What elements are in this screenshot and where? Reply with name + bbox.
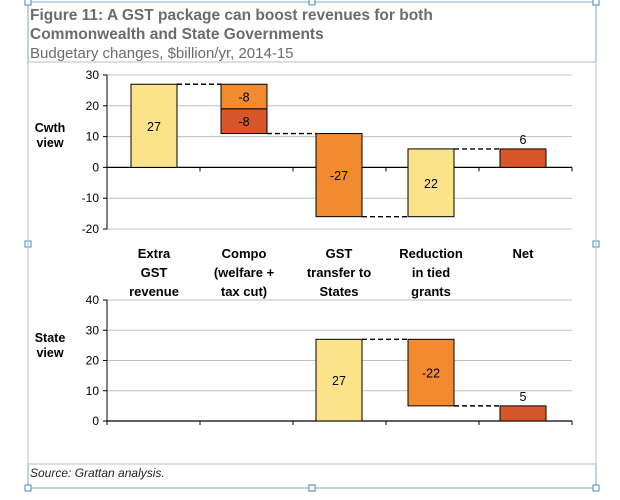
bar-segment <box>315 133 363 218</box>
data-label: 22 <box>424 177 438 191</box>
category-label: Net <box>513 246 535 261</box>
bar-segment <box>315 338 363 422</box>
category-label: Compo <box>222 246 267 261</box>
y-tick-label: 0 <box>92 160 99 174</box>
y-tick-label: 30 <box>86 323 100 337</box>
category-label: revenue <box>129 284 179 299</box>
y-tick-label: -10 <box>82 191 100 205</box>
selection-handle <box>24 0 32 6</box>
y-tick-label: 10 <box>86 384 100 398</box>
category-label: tax cut) <box>221 284 267 299</box>
title-line-2: Commonwealth and State Governments <box>30 26 324 43</box>
chart-border <box>27 61 597 465</box>
y-tick-label: 20 <box>86 99 100 113</box>
bar-segment <box>499 405 547 422</box>
selection-handle <box>592 0 600 6</box>
figure-title: Figure 11: A GST package can boost reven… <box>30 6 600 44</box>
bar-segment <box>407 338 455 407</box>
y-tick-label: 0 <box>92 414 99 428</box>
category-label: Extra <box>138 246 171 261</box>
source-note: Source: Grattan analysis. <box>30 466 165 480</box>
category-label: GST <box>326 246 353 261</box>
bar-segment <box>220 108 268 135</box>
bar-segment <box>220 83 268 110</box>
bar-segment <box>130 83 178 168</box>
selection-handle <box>24 484 32 492</box>
y-tick-label: 30 <box>86 68 100 82</box>
y-tick-label: 40 <box>86 293 100 307</box>
panel-label-line1: State <box>35 331 66 345</box>
category-label: transfer to <box>307 265 371 280</box>
panel-label-line2: view <box>36 136 63 150</box>
data-label: -8 <box>238 115 249 129</box>
figure-subtitle: Budgetary changes, $billion/yr, 2014-15 <box>30 45 294 62</box>
category-label: in tied <box>412 265 450 280</box>
waterfall-chart: 3020100-10-20Cwthview27-8-8-272264030201… <box>35 68 573 428</box>
data-label: -8 <box>238 91 249 105</box>
selection-handle <box>592 484 600 492</box>
data-label: 6 <box>520 133 527 147</box>
category-label: (welfare + <box>214 265 275 280</box>
category-label: Reduction <box>399 246 463 261</box>
selection-handle <box>308 484 316 492</box>
panel-label-line1: Cwth <box>35 121 66 135</box>
data-label: 5 <box>520 390 527 404</box>
panel-label-line2: view <box>36 346 63 360</box>
y-tick-label: 10 <box>86 130 100 144</box>
data-label: 27 <box>147 120 161 134</box>
title-line-1: Figure 11: A GST package can boost reven… <box>30 7 433 24</box>
selection-handle <box>308 0 316 6</box>
y-tick-label: 20 <box>86 354 100 368</box>
data-label: -27 <box>330 169 348 183</box>
bar-segment <box>499 148 547 168</box>
data-label: -22 <box>422 367 440 381</box>
data-label: 27 <box>332 374 346 388</box>
category-label: States <box>319 284 358 299</box>
y-tick-label: -20 <box>82 222 100 236</box>
category-label: grants <box>411 284 451 299</box>
category-label: GST <box>141 265 168 280</box>
bar-segment <box>407 148 455 218</box>
